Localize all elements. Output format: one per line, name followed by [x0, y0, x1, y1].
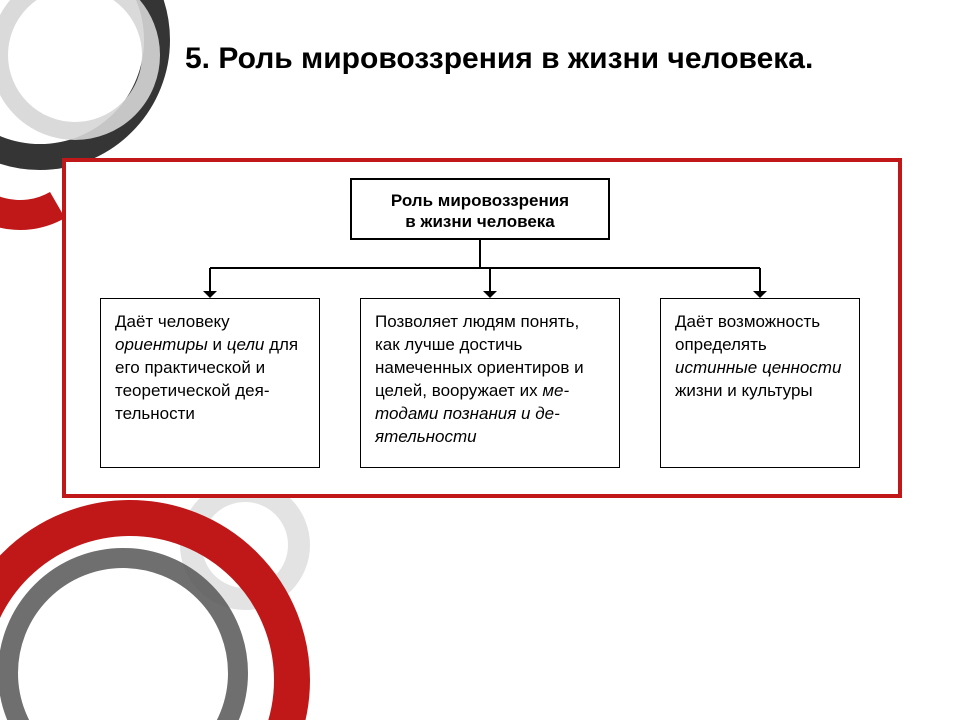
text-italic: це­ли: [227, 335, 265, 354]
text-italic: ориентиры: [115, 335, 208, 354]
node-root-line2: в жизни человека: [364, 211, 596, 232]
node-child-2: Даёт возмож­ность опреде­лять истинные ц…: [660, 298, 860, 468]
node-child-1: Позволяет людям по­нять, как лучше дости…: [360, 298, 620, 468]
text-plain: Даёт возмож­ность опреде­лять: [675, 312, 820, 354]
decor-top-left: [0, 0, 170, 170]
slide-title: 5. Роль мировоззрения в жизни человека.: [185, 40, 905, 78]
ring-grey: [0, 0, 160, 140]
text-italic: истинные ценности: [675, 358, 841, 377]
ring-mid: [0, 548, 248, 720]
text-plain: и: [208, 335, 227, 354]
node-root: Роль мировоззрения в жизни человека: [350, 178, 610, 240]
slide: 5. Роль мировоззрения в жизни человека. …: [0, 0, 960, 720]
text-plain: жиз­ни и культуры: [675, 381, 813, 400]
ring-grey-small: [180, 480, 310, 610]
text-plain: Даёт человеку: [115, 312, 230, 331]
node-child-0: Даёт человеку ориентиры и це­ли для его …: [100, 298, 320, 468]
node-root-line1: Роль мировоззрения: [364, 190, 596, 211]
ring-dark: [0, 0, 170, 170]
ring-red: [0, 500, 310, 720]
decor-bottom-left: [0, 500, 310, 720]
